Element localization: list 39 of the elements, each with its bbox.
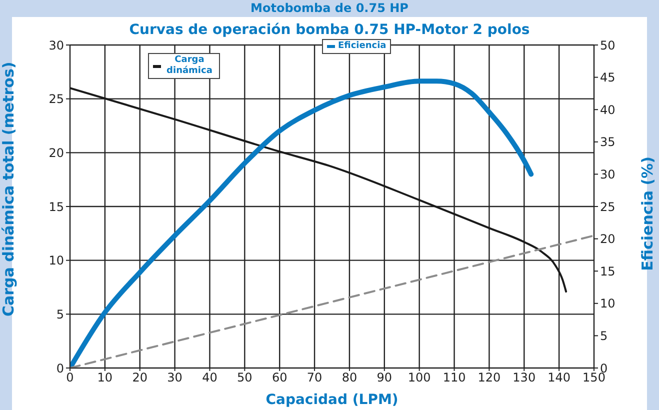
y2-tick-label: 30 <box>600 167 616 182</box>
x-tick-label: 100 <box>408 370 431 385</box>
x-tick-label: 110 <box>442 370 466 385</box>
chart-title: Motobomba de 0.75 HP <box>250 1 410 15</box>
x-tick-label: 20 <box>132 370 148 385</box>
x-tick-label: 120 <box>478 370 501 385</box>
x-tick-label: 10 <box>97 370 113 385</box>
y2-tick-label: 45 <box>600 70 616 85</box>
x-tick-label: 0 <box>66 370 74 385</box>
legend-label: Eficiencia <box>338 41 386 52</box>
x-tick-label: 60 <box>272 370 288 385</box>
y2-tick-label: 5 <box>600 328 608 343</box>
y2-tick-label: 15 <box>600 264 616 278</box>
y-tick-label: 0 <box>56 361 64 376</box>
y-tick-label: 30 <box>48 38 64 52</box>
y2-tick-label: 40 <box>600 102 616 117</box>
x-tick-label: 30 <box>167 370 182 385</box>
x-tick-label: 80 <box>342 370 358 385</box>
x-tick-label: 140 <box>548 370 571 385</box>
y-tick-label: 25 <box>48 92 64 106</box>
x-tick-label: 70 <box>306 370 322 385</box>
y2-tick-label: 10 <box>600 296 616 311</box>
x-tick-label: 130 <box>512 370 536 385</box>
y2-tick-label: 35 <box>600 135 616 150</box>
y2-axis-title: Eficiencia (%) <box>638 156 656 271</box>
y-tick-label: 10 <box>48 254 64 268</box>
y2-tick-label: 20 <box>600 232 616 246</box>
y2-tick-label: 50 <box>600 38 616 52</box>
y-tick-label: 15 <box>48 200 64 214</box>
y-axis-title: Carga dinámica total (metros) <box>0 62 18 316</box>
x-tick-label: 40 <box>202 370 218 385</box>
y-tick-label: 20 <box>48 146 64 160</box>
x-axis-title: Capacidad (LPM) <box>266 392 398 408</box>
x-tick-label: 90 <box>376 370 392 385</box>
y2-tick-label: 25 <box>600 200 616 214</box>
x-tick-label: 50 <box>237 370 252 385</box>
chart-subtitle: Curvas de operación bomba 0.75 HP-Motor 2 polos <box>128 22 531 38</box>
y-tick-label: 5 <box>56 307 64 322</box>
legend-label: Carga dinámica <box>166 55 214 77</box>
